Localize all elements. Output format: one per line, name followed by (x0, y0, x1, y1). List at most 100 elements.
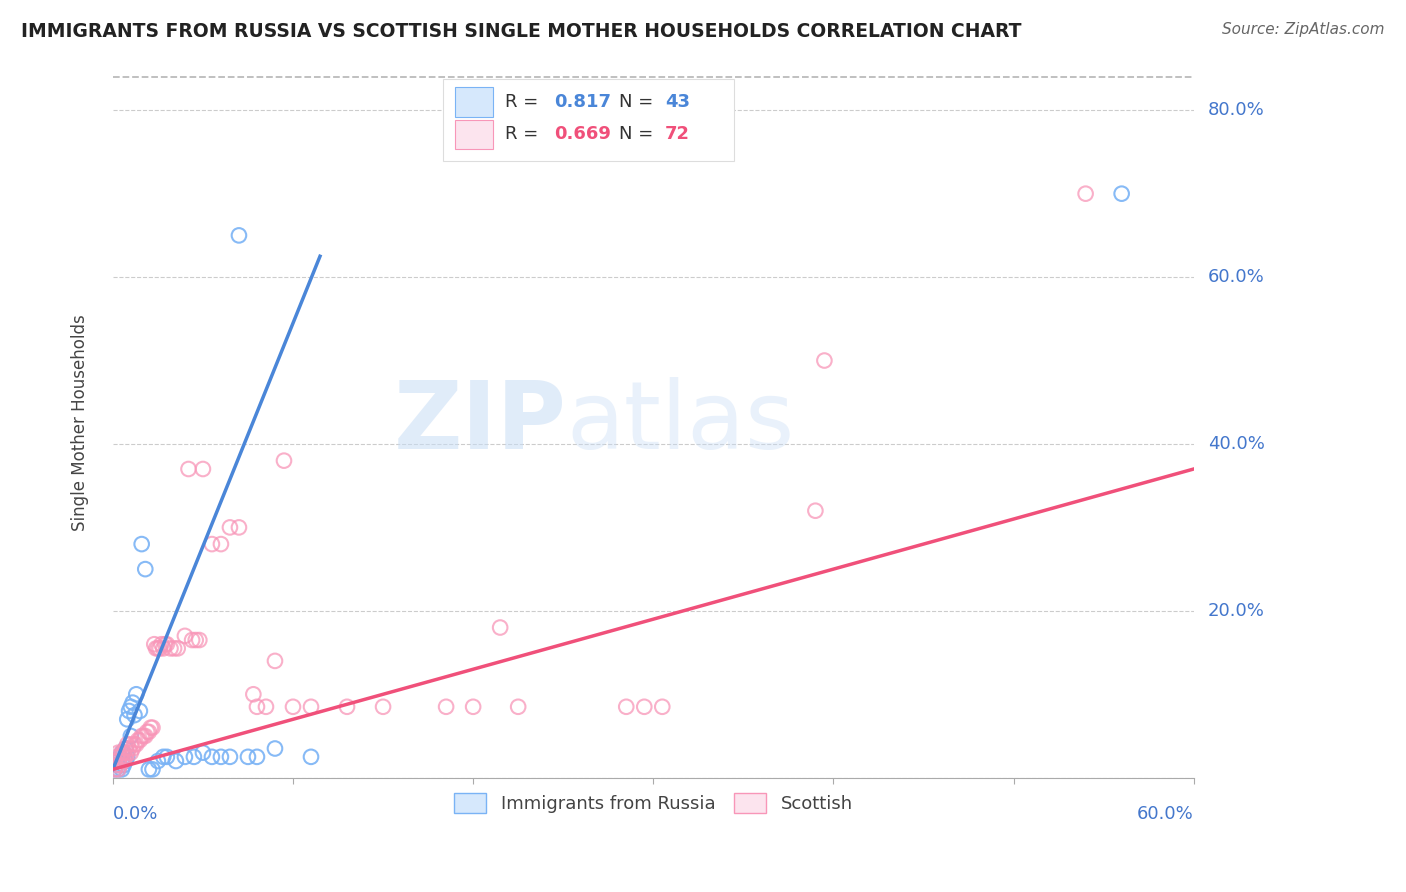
Point (112, 746, 135, 760)
Point (108, 749, 131, 764)
Point (107, 763, 129, 777)
Point (219, 749, 242, 764)
Point (108, 758, 131, 772)
Point (166, 641, 188, 656)
Point (120, 729, 142, 743)
Text: 0.0%: 0.0% (112, 805, 159, 823)
Text: 0.669: 0.669 (554, 126, 610, 144)
Point (299, 749, 322, 764)
Point (156, 749, 179, 764)
Point (104, 754, 127, 768)
Point (118, 704, 141, 718)
Point (105, 758, 128, 772)
Point (111, 763, 134, 777)
Point (150, 637, 173, 651)
Point (117, 746, 139, 760)
Point (236, 749, 259, 764)
Point (228, 228, 250, 243)
Point (141, 763, 163, 777)
Point (117, 749, 139, 764)
Point (125, 687, 148, 701)
Point (128, 704, 150, 718)
Point (143, 637, 166, 651)
Point (112, 758, 135, 772)
Point (111, 746, 134, 760)
Point (136, 724, 159, 739)
Text: 72: 72 (665, 126, 690, 144)
Point (120, 746, 142, 760)
Point (114, 754, 136, 768)
Text: 0.817: 0.817 (554, 93, 610, 111)
Point (191, 462, 214, 476)
Point (149, 641, 172, 656)
Point (128, 733, 150, 747)
Point (105, 749, 128, 764)
Point (134, 729, 156, 743)
Point (201, 749, 224, 764)
Text: R =: R = (505, 93, 544, 111)
Text: 60.0%: 60.0% (1137, 805, 1194, 823)
Point (146, 641, 169, 656)
Text: N =: N = (619, 93, 658, 111)
Point (111, 746, 134, 760)
Point (1074, 186, 1097, 201)
Point (633, 699, 655, 714)
Point (209, 537, 232, 551)
Point (124, 737, 146, 751)
Point (804, 504, 827, 518)
Point (138, 724, 160, 739)
Point (242, 687, 264, 701)
Point (813, 353, 835, 368)
Point (125, 737, 148, 751)
Point (174, 749, 197, 764)
Point (177, 462, 200, 476)
Point (107, 763, 129, 777)
Point (138, 763, 160, 777)
Point (131, 537, 153, 551)
Text: 20.0%: 20.0% (1208, 602, 1264, 620)
Point (264, 741, 287, 756)
Point (107, 746, 129, 760)
Point (299, 699, 322, 714)
Text: atlas: atlas (567, 377, 794, 469)
FancyBboxPatch shape (443, 79, 734, 161)
Point (105, 754, 128, 768)
Point (108, 749, 131, 764)
Point (132, 729, 155, 743)
Point (118, 741, 141, 756)
Point (105, 758, 128, 772)
Point (183, 749, 205, 764)
Text: N =: N = (619, 126, 658, 144)
Point (246, 749, 269, 764)
Point (111, 754, 134, 768)
Point (159, 641, 181, 656)
Point (124, 708, 146, 723)
Point (209, 749, 232, 764)
Point (114, 741, 136, 756)
FancyBboxPatch shape (456, 120, 494, 149)
Text: 60.0%: 60.0% (1208, 268, 1264, 286)
Point (120, 737, 142, 751)
Point (181, 633, 204, 648)
Point (163, 641, 186, 656)
Text: R =: R = (505, 126, 544, 144)
Point (127, 733, 149, 747)
Y-axis label: Single Mother Households: Single Mother Households (72, 315, 89, 532)
Point (152, 641, 174, 656)
Point (188, 633, 211, 648)
Point (146, 754, 169, 768)
Point (165, 754, 187, 768)
Point (174, 629, 197, 643)
Point (264, 654, 287, 668)
Point (111, 754, 134, 768)
Point (104, 763, 127, 777)
Point (508, 699, 530, 714)
Point (107, 754, 129, 768)
Point (281, 699, 304, 714)
Point (191, 746, 214, 760)
Text: 40.0%: 40.0% (1208, 435, 1264, 453)
Point (114, 749, 136, 764)
Text: IMMIGRANTS FROM RUSSIA VS SCOTTISH SINGLE MOTHER HOUSEHOLDS CORRELATION CHART: IMMIGRANTS FROM RUSSIA VS SCOTTISH SINGL… (21, 22, 1022, 41)
FancyBboxPatch shape (456, 87, 494, 117)
Point (145, 641, 167, 656)
